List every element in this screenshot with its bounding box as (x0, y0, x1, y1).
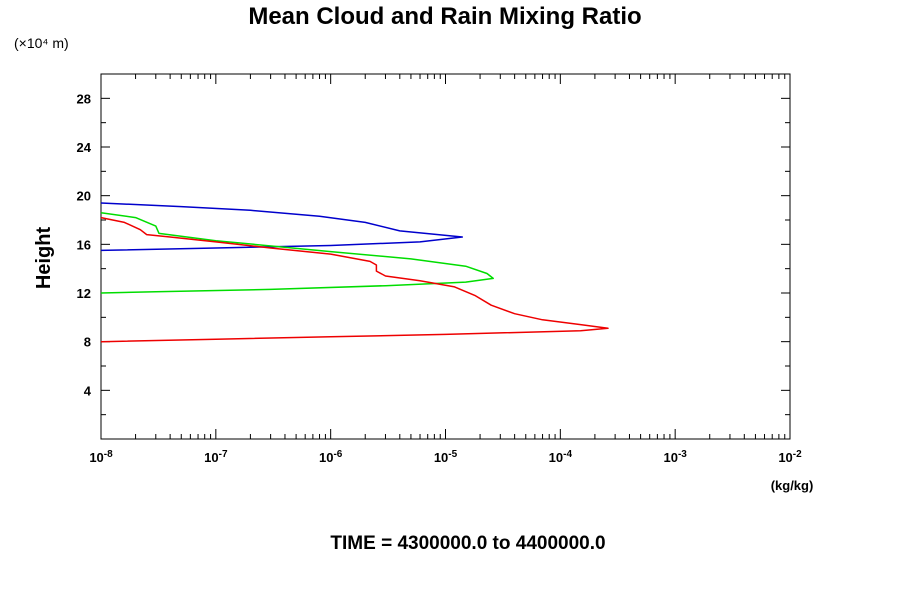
chart-title: Mean Cloud and Rain Mixing Ratio (248, 3, 641, 30)
y-tick-label: 8 (84, 335, 91, 350)
x-tick-label: 10-3 (663, 449, 687, 465)
x-axis-label: (kg/kg) (771, 478, 814, 493)
series-line (100, 216, 609, 343)
y-tick-label: 4 (84, 383, 92, 398)
x-tick-label: 10-6 (319, 449, 343, 465)
x-tick-label: 10-7 (204, 449, 228, 465)
axis-ticks (100, 74, 791, 439)
x-tick-label: 10-8 (89, 449, 113, 465)
y-tick-label: 24 (77, 140, 92, 155)
y-tick-label: 12 (77, 286, 91, 301)
tick-labels: 4 8 12 16 20 24 28 10-8 10-7 10-6 10-5 10-4 10-3 10-2 (77, 91, 803, 465)
x-tick-label: 10-2 (778, 449, 802, 465)
y-tick-label: 16 (77, 237, 91, 252)
y-tick-label: 28 (77, 91, 91, 106)
y-axis-label: Height (33, 227, 55, 290)
plot-frame (100, 73, 791, 440)
y-scale-note: (×10⁴ m) (14, 35, 69, 51)
series-lines (100, 202, 609, 343)
series-line (100, 202, 464, 252)
x-tick-label: 10-4 (549, 449, 573, 465)
y-tick-label: 20 (77, 189, 91, 204)
x-tick-label: 10-5 (434, 449, 458, 465)
time-range-label: TIME = 4300000.0 to 4400000.0 (330, 533, 605, 554)
series-line (100, 211, 494, 294)
